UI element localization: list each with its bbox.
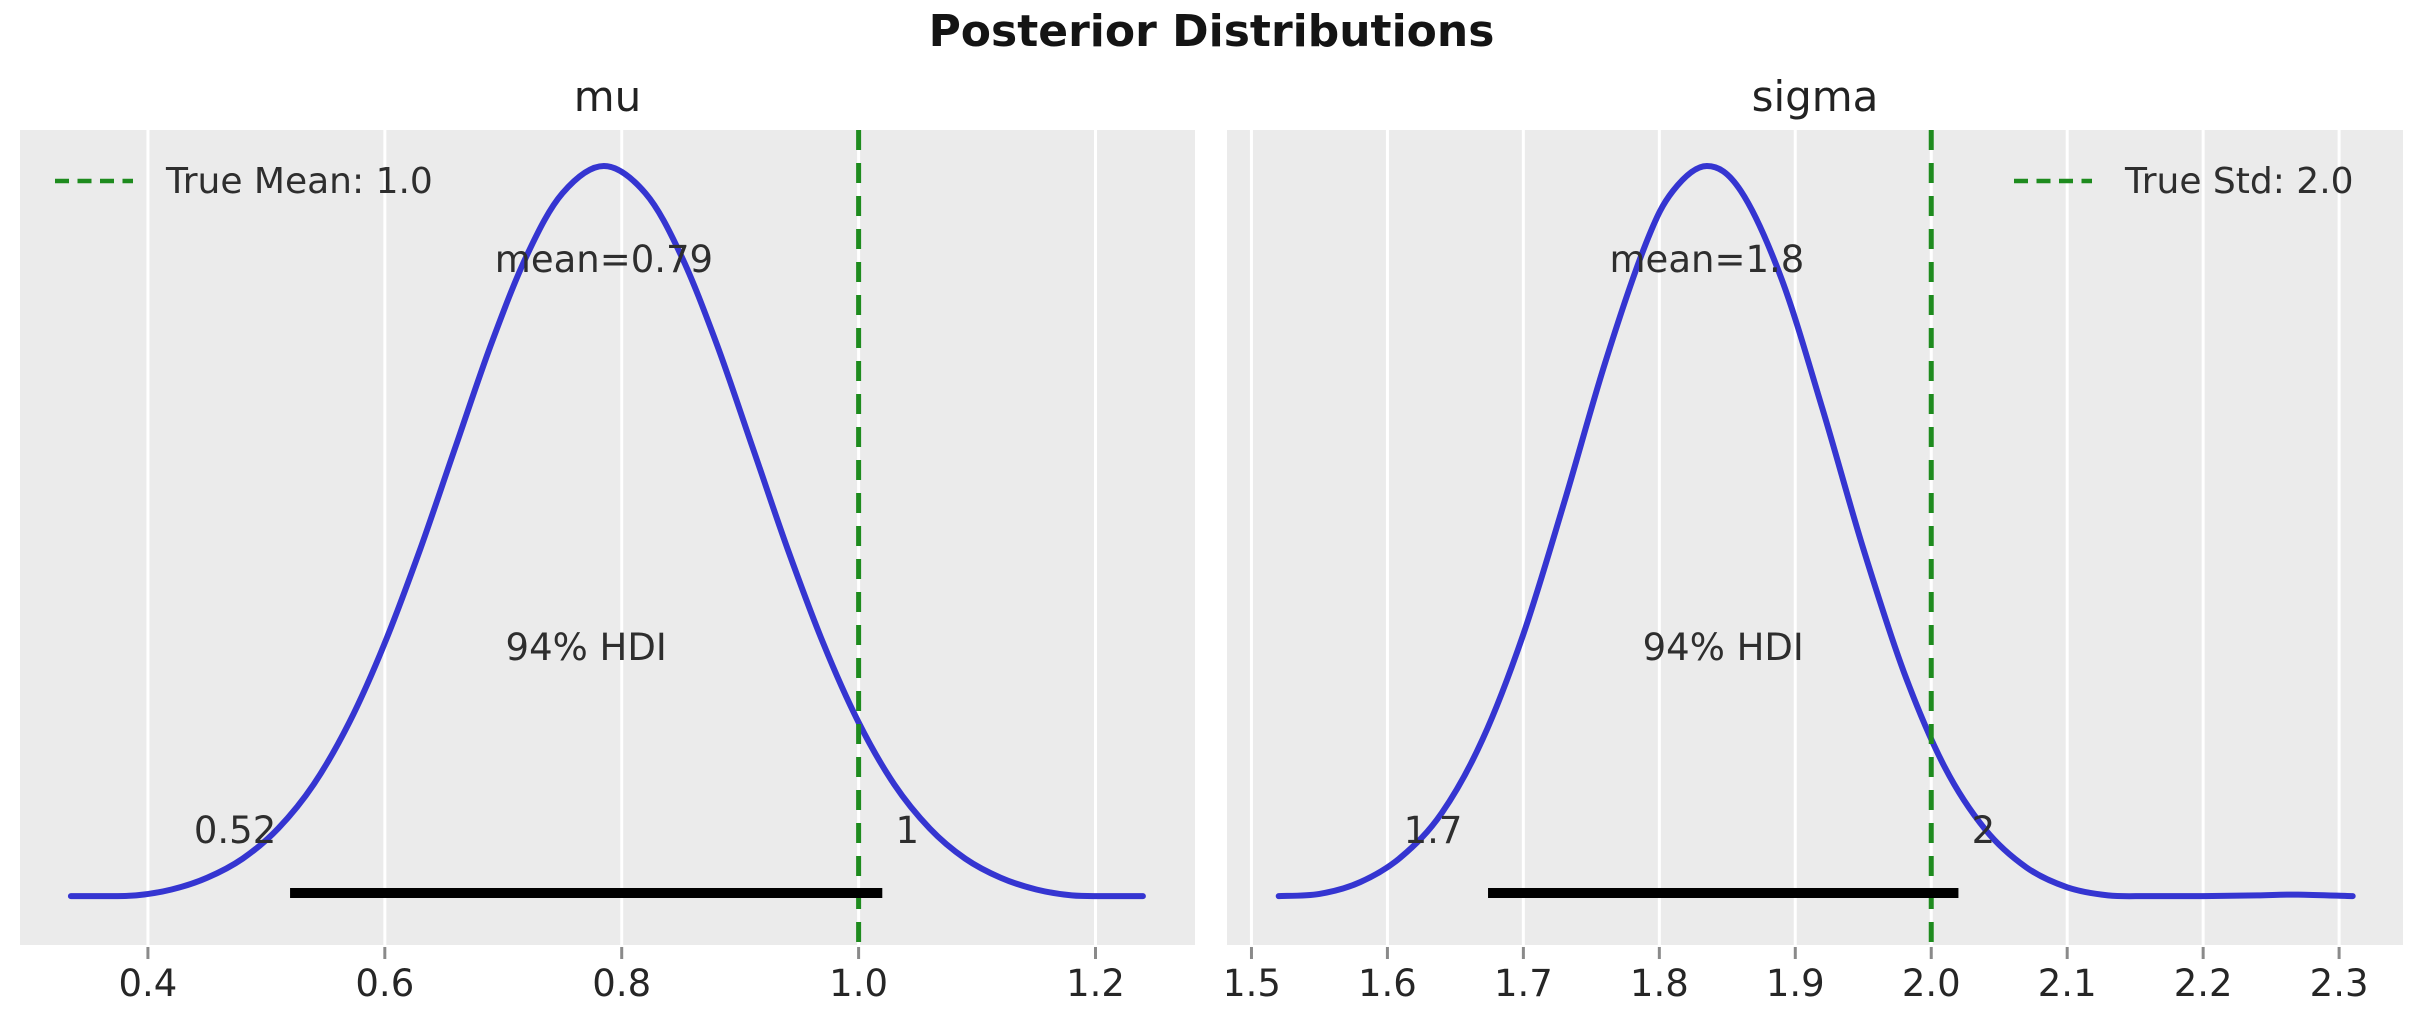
- x-tick-label: 1.9: [1766, 962, 1825, 1005]
- x-tick-label: 1.8: [1630, 962, 1689, 1005]
- x-tick-label: 0.8: [592, 962, 651, 1005]
- hdi-upper-label: 1: [896, 809, 920, 852]
- legend-true-std: True Std: 2.0: [2012, 158, 2354, 204]
- subplot-title-sigma: sigma: [1751, 72, 1879, 121]
- sigma-posterior-plot: mean=1.8 94% HDI 1.7 2 1.5 1.6 1.7 1.8 1.9 2.0 2.1…: [1227, 130, 2403, 1005]
- mean-label: mean=1.8: [1610, 238, 1805, 281]
- hdi-text: 94% HDI: [1643, 626, 1804, 669]
- dashed-line-icon: [2014, 178, 2092, 184]
- x-tick-label: 2.3: [2310, 962, 2369, 1005]
- x-tick-label: 1.2: [1066, 962, 1125, 1005]
- x-tick-label: 2.2: [2174, 962, 2233, 1005]
- mean-label: mean=0.79: [495, 238, 713, 281]
- x-tick-label: 1.6: [1358, 962, 1417, 1005]
- hdi-lower-label: 1.7: [1404, 809, 1463, 852]
- x-tick-label: 1.5: [1227, 962, 1281, 1005]
- hdi-text: 94% HDI: [506, 626, 667, 669]
- hdi-lower-label: 0.52: [194, 809, 276, 852]
- x-tick-label: 1.7: [1494, 962, 1553, 1005]
- hdi-upper-label: 2: [1972, 809, 1996, 852]
- x-tick-label: 0.4: [119, 962, 178, 1005]
- kde-curve: [1275, 162, 2356, 900]
- plot-background: [1227, 130, 2403, 945]
- x-tick-label: 1.0: [829, 962, 888, 1005]
- legend-label: True Std: 2.0: [2125, 160, 2354, 202]
- dashed-line-icon: [55, 178, 133, 184]
- x-tick-label: 0.6: [355, 962, 414, 1005]
- mu-posterior-plot: mean=0.79 94% HDI 0.52 1 0.4 0.6 0.8 1.0 1.2: [20, 130, 1195, 1005]
- x-tick-label: 2.0: [1902, 962, 1961, 1005]
- plot-background: [20, 130, 1195, 945]
- figure-title: Posterior Distributions: [928, 6, 1495, 57]
- kde-curve: [67, 162, 1146, 900]
- subplot-title-mu: mu: [573, 72, 642, 121]
- legend-true-mean: True Mean: 1.0: [53, 158, 433, 204]
- x-tick-label: 2.1: [2038, 962, 2097, 1005]
- legend-label: True Mean: 1.0: [166, 160, 433, 202]
